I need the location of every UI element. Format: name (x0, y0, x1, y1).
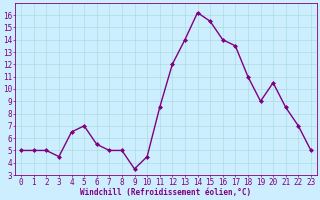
X-axis label: Windchill (Refroidissement éolien,°C): Windchill (Refroidissement éolien,°C) (80, 188, 252, 197)
